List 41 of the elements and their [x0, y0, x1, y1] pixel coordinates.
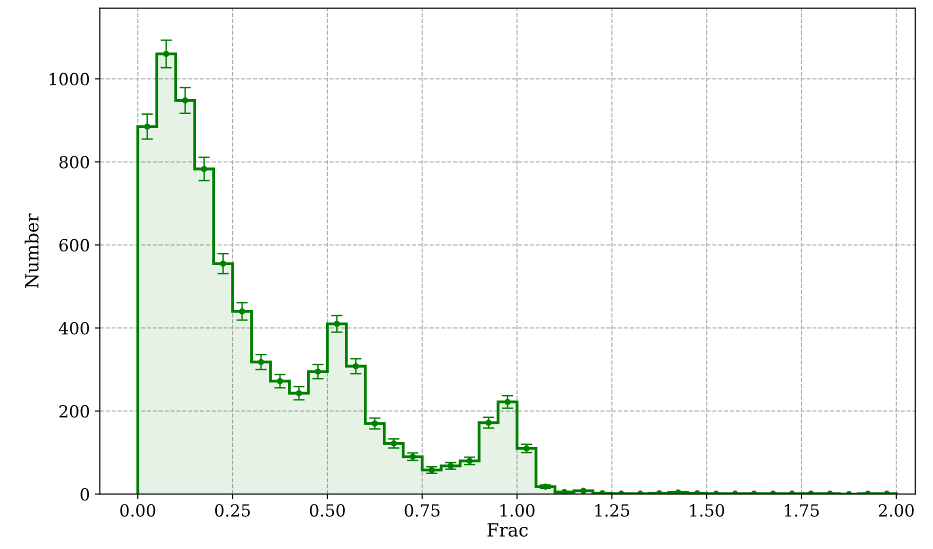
y-tick-label: 0	[80, 488, 89, 501]
y-tick-label: 400	[58, 322, 89, 335]
point	[485, 420, 492, 426]
point	[561, 488, 568, 494]
x-tick-label: 0.25	[215, 504, 250, 517]
point	[334, 320, 340, 327]
point	[523, 445, 530, 452]
x-tick-label: 1.25	[595, 504, 630, 517]
point	[182, 97, 188, 104]
x-tick-label: 0.75	[404, 504, 440, 517]
point	[314, 368, 322, 375]
point	[352, 363, 359, 370]
point	[390, 440, 397, 447]
point	[372, 420, 378, 427]
y-tick-label: 200	[59, 405, 89, 418]
point	[276, 378, 284, 384]
x-tick-label: 2.00	[878, 504, 914, 517]
y-tick-label: 1000	[50, 72, 89, 86]
x-tick-label: 1.75	[784, 504, 819, 517]
x-tick-label: 0.50	[310, 504, 345, 517]
point	[144, 123, 150, 130]
point	[504, 398, 511, 406]
point	[220, 260, 226, 267]
point	[448, 462, 454, 469]
x-tick-label: 0.00	[120, 504, 156, 517]
x-axis-title: Frac	[488, 523, 528, 537]
point	[580, 488, 587, 494]
point	[410, 454, 416, 460]
point	[428, 466, 435, 474]
point	[296, 390, 302, 396]
x-tick-label: 1.00	[500, 504, 534, 517]
point	[542, 484, 549, 490]
y-tick-label: 800	[59, 156, 89, 168]
point	[238, 308, 246, 315]
point	[201, 166, 208, 172]
point	[163, 50, 170, 58]
point	[466, 458, 473, 464]
y-axis-title: Number	[24, 213, 39, 288]
point	[258, 358, 264, 366]
y-tick-label: 600	[59, 238, 89, 252]
x-tick-label: 1.50	[690, 504, 724, 517]
